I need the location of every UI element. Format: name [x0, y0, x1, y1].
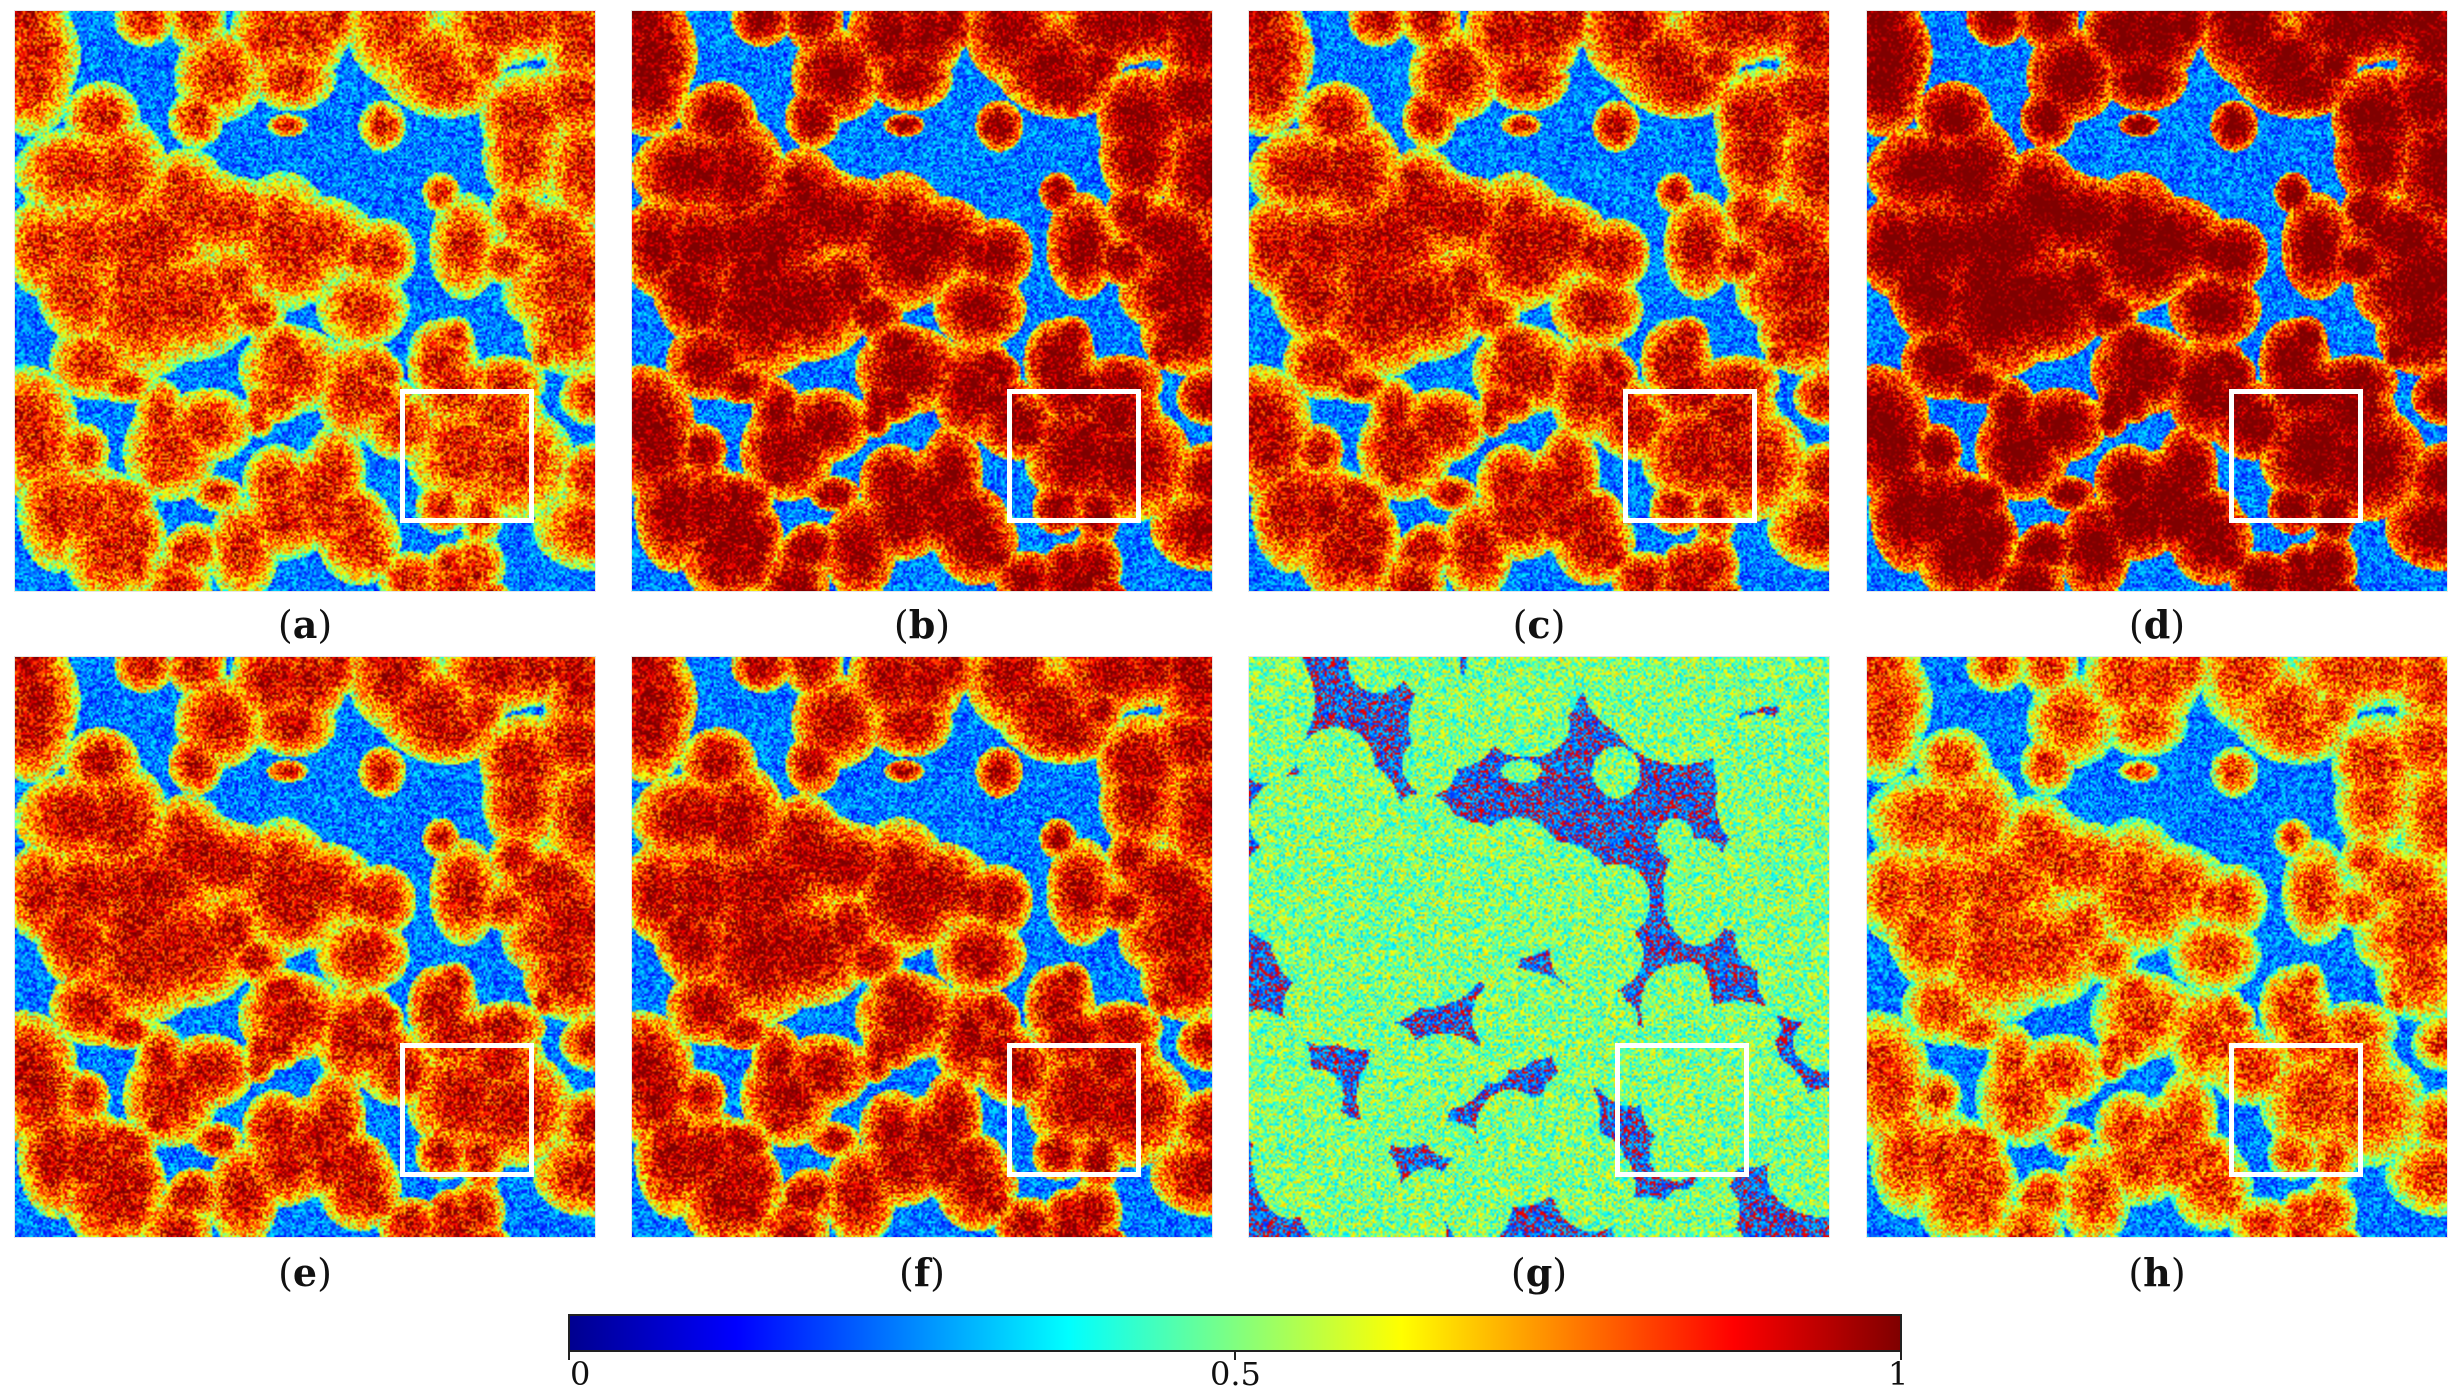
panel-f-image [631, 656, 1213, 1238]
panel-d-caption: (d) [2128, 602, 2186, 647]
panel-h-canvas [1867, 657, 2447, 1237]
colorbar-label-min: 0 [570, 1355, 591, 1393]
panel-e-canvas [15, 657, 595, 1237]
panel-a-roi-box [400, 389, 534, 523]
panel-g-caption: (g) [1510, 1250, 1568, 1295]
colorbar-label-max: 1 [1888, 1355, 1909, 1393]
panel-a-canvas [15, 11, 595, 591]
colorbar-tick-mid [1234, 1352, 1236, 1360]
panel-c-caption: (c) [1512, 602, 1566, 647]
panel-b-image [631, 10, 1213, 592]
panel-g-canvas [1249, 657, 1829, 1237]
panel-d-roi-box [2229, 389, 2363, 523]
panel-g-image [1248, 656, 1830, 1238]
panel-b-caption: (b) [893, 602, 951, 647]
colorbar-gradient [570, 1316, 1900, 1350]
colorbar-label-mid: 0.5 [1210, 1355, 1261, 1393]
panel-c-canvas [1249, 11, 1829, 591]
colorbar [568, 1314, 1902, 1352]
panel-h-image [1866, 656, 2448, 1238]
panel-h-roi-box [2229, 1043, 2363, 1177]
colorbar-tick-max [1900, 1352, 1902, 1360]
panel-e-roi-box [400, 1043, 534, 1177]
panel-a-image [14, 10, 596, 592]
panel-c-image [1248, 10, 1830, 592]
panel-e-image [14, 656, 596, 1238]
panel-a-caption: (a) [277, 602, 333, 647]
panel-b-canvas [632, 11, 1212, 591]
panel-d-canvas [1867, 11, 2447, 591]
panel-c-roi-box [1623, 389, 1757, 523]
colorbar-tick-min [568, 1352, 570, 1360]
panel-g-roi-box [1615, 1043, 1749, 1177]
panel-f-caption: (f) [898, 1250, 945, 1295]
panel-h-caption: (h) [2128, 1250, 2186, 1295]
panel-f-roi-box [1007, 1043, 1141, 1177]
panel-d-image [1866, 10, 2448, 592]
panel-f-canvas [632, 657, 1212, 1237]
panel-e-caption: (e) [278, 1250, 332, 1295]
panel-b-roi-box [1007, 389, 1141, 523]
